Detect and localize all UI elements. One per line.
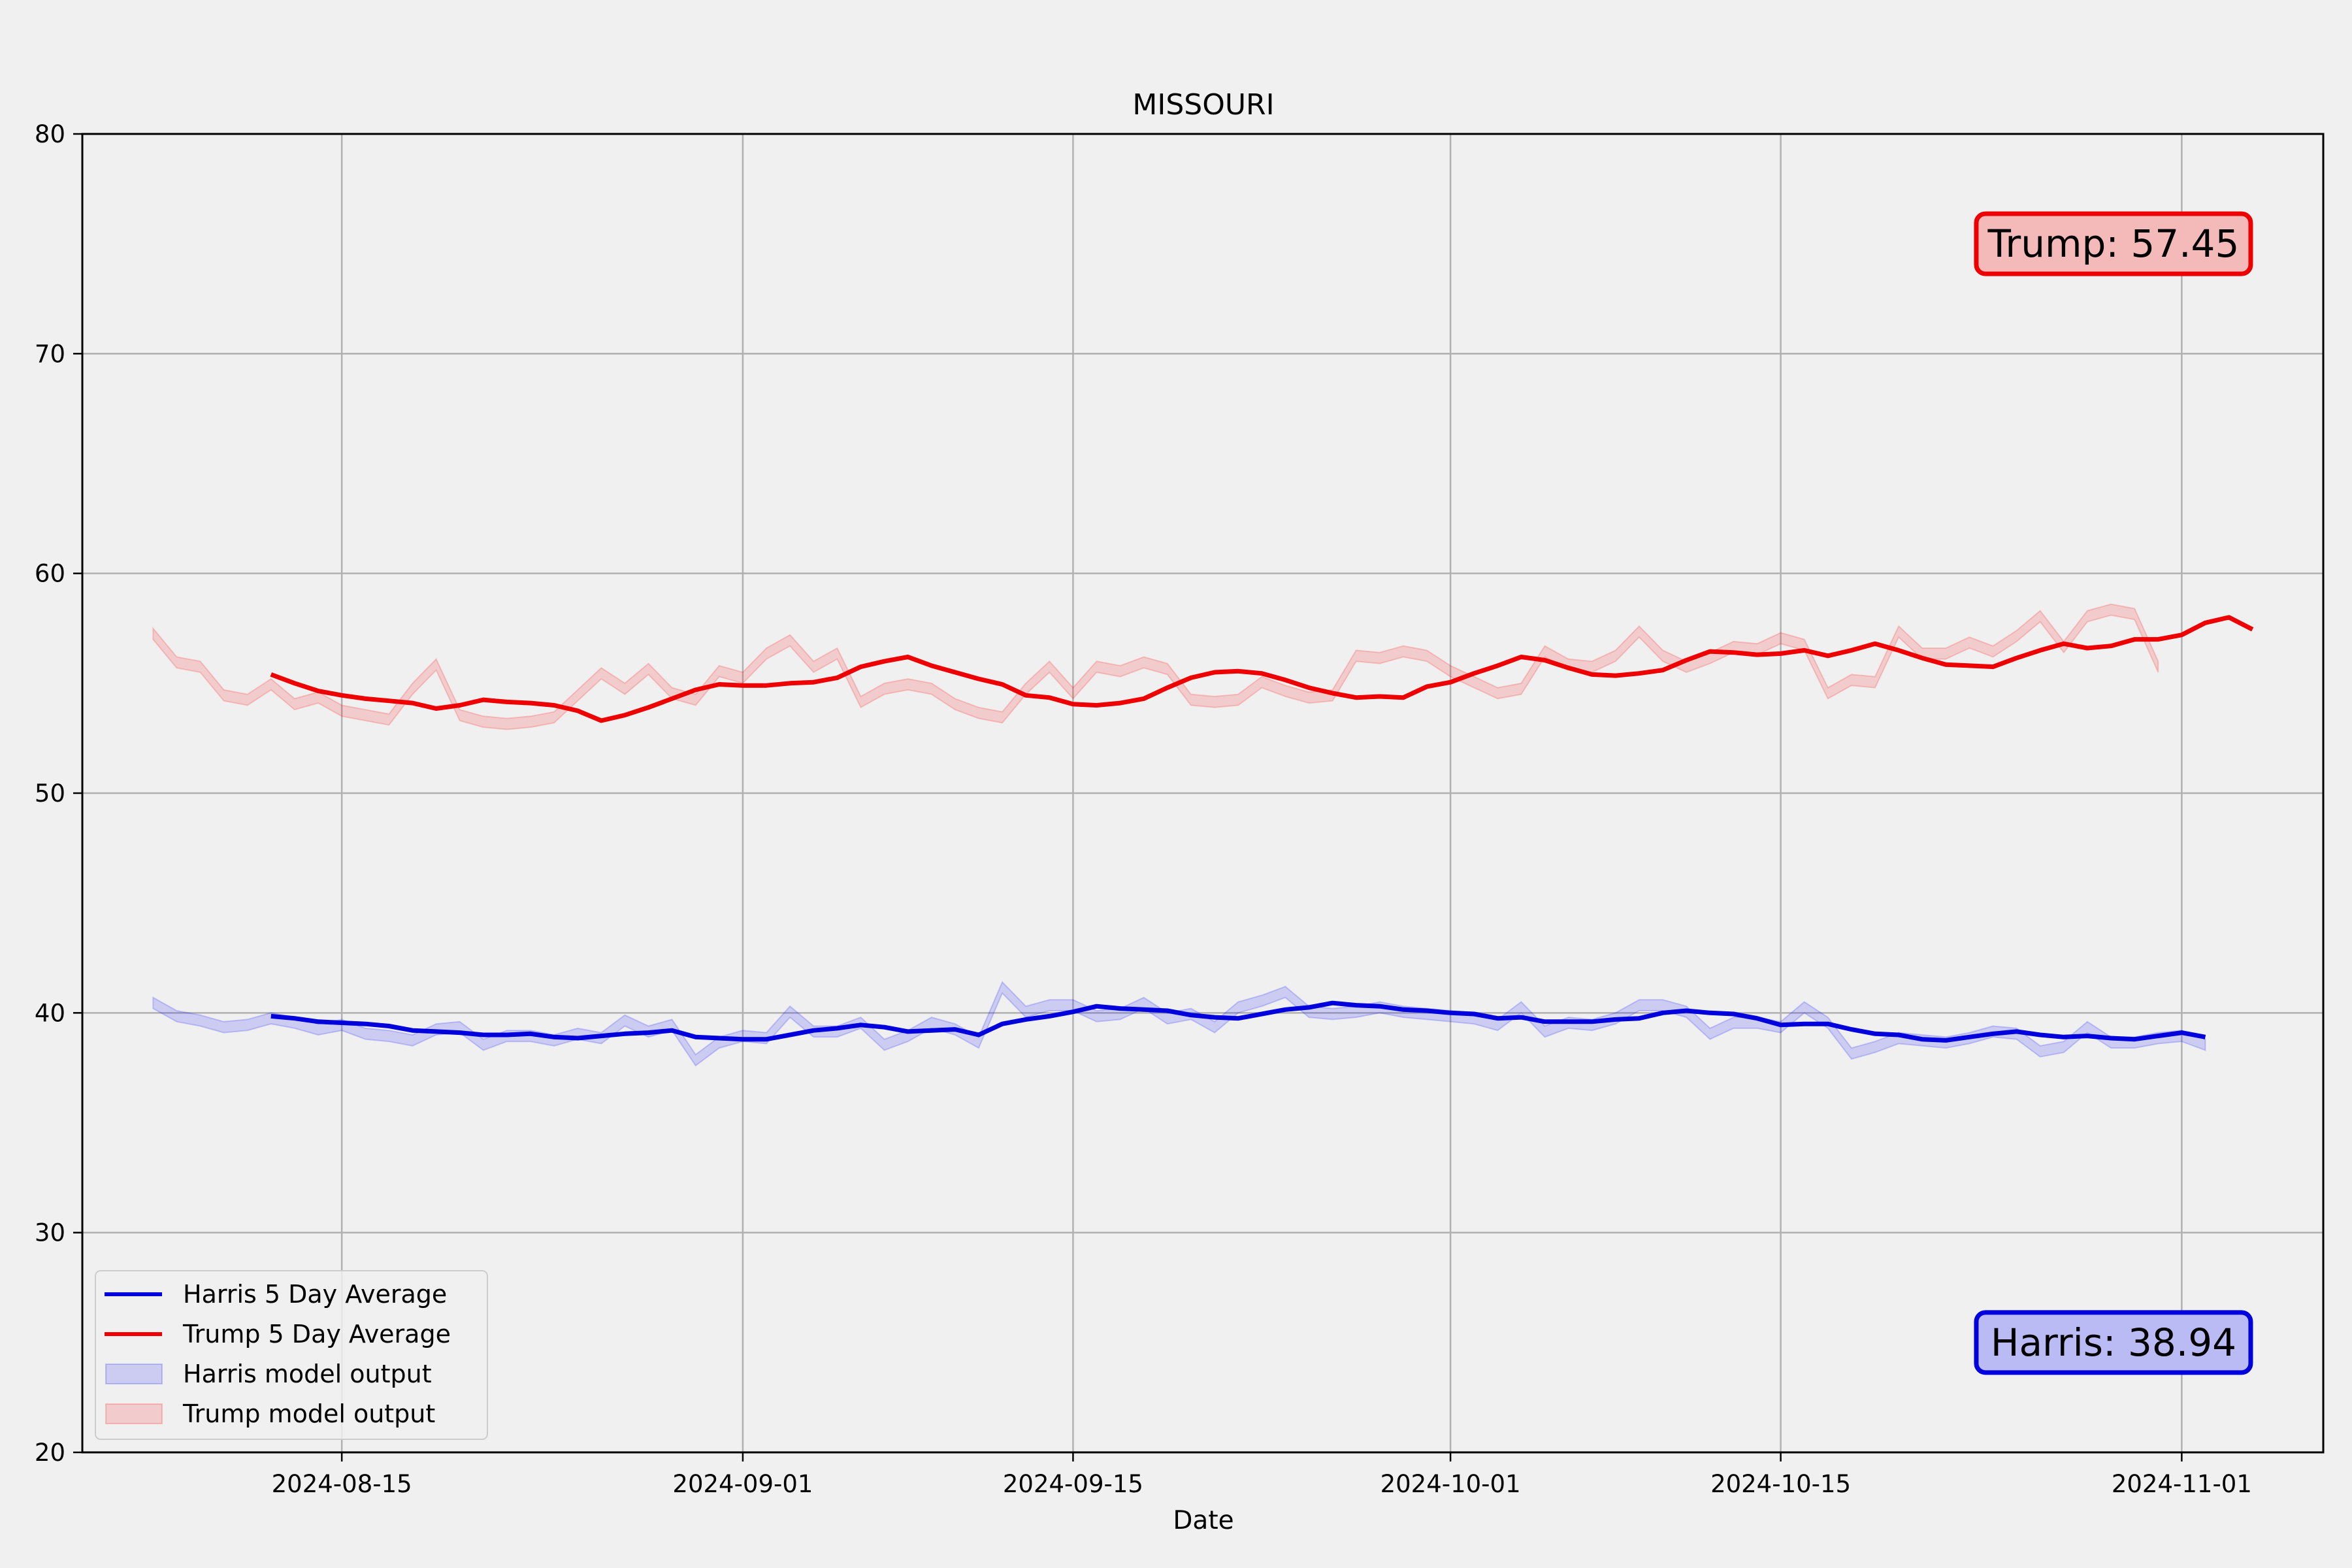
trump-annotation-box xyxy=(1974,211,2253,276)
model-output-bands xyxy=(152,603,2206,1067)
trump-model-output-band xyxy=(152,603,2159,730)
y-tick-label-1: 30 xyxy=(35,1219,65,1247)
legend-swatch-harris-band xyxy=(105,1364,163,1384)
harris-annotation-box xyxy=(1974,1310,2253,1375)
harris-model-output-band xyxy=(152,981,2206,1067)
x-tick-label-2: 2024-09-15 xyxy=(1003,1470,1143,1498)
legend-label-trump-average: Trump 5 Day Average xyxy=(182,1320,451,1348)
y-tick-label-2: 40 xyxy=(35,999,65,1027)
legend-label-trump-band: Trump model output xyxy=(182,1399,435,1428)
x-tick-label-4: 2024-10-15 xyxy=(1710,1470,1851,1498)
chart-title: MISSOURI xyxy=(1132,88,1274,122)
average-lines xyxy=(270,615,2254,1043)
harris-annotation-text: Harris: 38.94 xyxy=(1991,1320,2236,1365)
x-tick-label-0: 2024-08-15 xyxy=(272,1470,412,1498)
y-tick-label-0: 20 xyxy=(35,1439,65,1467)
y-tick-label-3: 50 xyxy=(35,779,65,808)
harris-5-day-average-line xyxy=(270,1000,2206,1043)
trump-5-day-average-line xyxy=(270,615,2254,723)
legend-frame xyxy=(95,1270,488,1440)
axis-ticks: 2024-08-15 2024-09-01 2024-09-15 2024-10-01… xyxy=(35,120,2252,1498)
legend: Harris 5 Day Average Trump 5 Day Average… xyxy=(95,1270,488,1440)
x-tick-label-1: 2024-09-01 xyxy=(672,1470,813,1498)
annotations: Trump: 57.45 Harris: 38.94 xyxy=(1974,211,2253,1375)
y-tick-label-5: 70 xyxy=(35,340,65,368)
trump-annotation-text: Trump: 57.45 xyxy=(1987,221,2240,266)
y-tick-label-6: 80 xyxy=(35,120,65,148)
y-tick-label-4: 60 xyxy=(35,560,65,588)
legend-label-harris-band: Harris model output xyxy=(183,1360,432,1388)
legend-label-harris-average: Harris 5 Day Average xyxy=(183,1280,447,1309)
legend-swatch-trump-band xyxy=(105,1403,163,1424)
x-tick-label-3: 2024-10-01 xyxy=(1380,1470,1521,1498)
x-tick-label-5: 2024-11-01 xyxy=(2112,1470,2252,1498)
x-axis-label: Date xyxy=(1173,1506,1233,1535)
